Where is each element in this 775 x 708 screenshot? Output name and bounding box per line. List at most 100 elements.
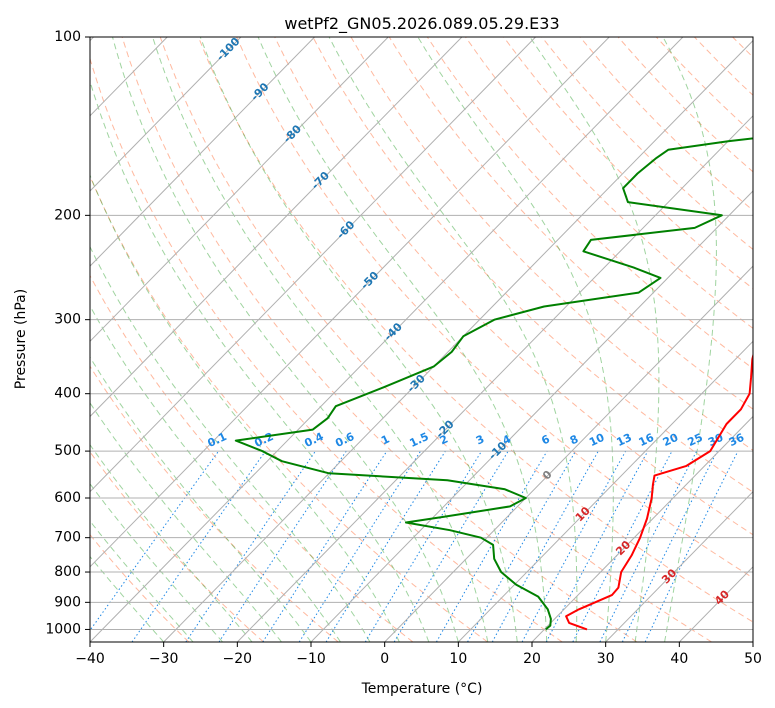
isotherm-line	[90, 37, 389, 343]
pressure-gridlines	[90, 37, 753, 630]
moist-adiabat-line	[90, 443, 253, 642]
y-tick-label: 300	[54, 312, 81, 328]
y-tick-label: 600	[54, 490, 81, 506]
dry-adiabat-line	[121, 37, 638, 642]
moist-adiabat-line	[90, 483, 223, 642]
isotherm-line	[90, 37, 463, 418]
dry-adiabat-line	[503, 37, 753, 290]
x-tick-label: 40	[670, 651, 688, 667]
dry-adiabat-line	[771, 37, 775, 642]
isotherm-line	[310, 190, 753, 642]
x-tick-label: −20	[223, 651, 253, 667]
dry-adiabat-line	[426, 37, 753, 370]
mixing-ratio-line	[545, 450, 649, 642]
moist-adiabat-line	[90, 402, 282, 642]
mixing-ratio-line	[262, 450, 388, 642]
background-lines	[90, 37, 775, 642]
mixing-ratio-label: 13	[615, 431, 634, 449]
dry-adiabat-line	[617, 37, 753, 173]
moist-adiabat-line	[529, 37, 660, 642]
moist-adiabat-line	[90, 79, 430, 642]
x-tick-label: −40	[75, 651, 105, 667]
mixing-ratio-label: 3	[474, 432, 486, 447]
mixing-ratio-line	[599, 450, 698, 642]
moist-adiabat-line	[417, 37, 614, 642]
x-axis-label: Temperature (°C)	[361, 681, 483, 697]
plot-frame	[89, 36, 754, 643]
y-tick-label: 700	[54, 530, 81, 546]
y-tick-label: 1000	[45, 621, 81, 637]
dry-adiabat-line	[694, 37, 753, 96]
dry-adiabat-line	[90, 451, 264, 642]
isotherm-line	[90, 37, 684, 642]
y-tick-label: 100	[54, 29, 81, 45]
moist-adiabat-line	[199, 37, 518, 642]
x-tick-label: 50	[744, 651, 762, 667]
moist-adiabat-line	[662, 37, 717, 642]
y-tick-label: 200	[54, 207, 81, 223]
y-tick-label: 400	[54, 386, 81, 402]
mixing-ratio-label: 25	[686, 431, 705, 449]
mixing-ratio-label: 1.5	[408, 430, 431, 450]
isotherm-line	[236, 115, 753, 642]
mixing-ratio-line	[467, 450, 577, 642]
isotherm-line	[90, 37, 610, 568]
mixing-ratio-line	[521, 450, 627, 642]
dry-adiabat-line	[90, 274, 414, 642]
mixing-ratio-label: 10	[587, 431, 607, 449]
x-tick-label: 10	[449, 651, 467, 667]
mixing-ratio-label: 36	[727, 431, 747, 449]
x-tick-label: 30	[597, 651, 615, 667]
isotherm-line	[90, 37, 536, 493]
mixing-ratio-line	[435, 450, 548, 642]
dry-adiabat-line	[312, 37, 753, 493]
mixing-ratio-label: 16	[637, 431, 657, 449]
mixing-ratio-line	[90, 450, 220, 632]
mixing-ratio-label: 0.2	[252, 430, 275, 450]
mixing-ratio-line	[131, 450, 266, 642]
mixing-ratio-line	[298, 450, 422, 642]
isotherm-line	[384, 265, 753, 642]
isotherm-line	[752, 641, 753, 642]
mixing-ratio-line	[621, 450, 718, 642]
mixing-ratio-line	[364, 450, 483, 642]
isotherm-line	[605, 490, 753, 642]
y-axis-label: Pressure (hPa)	[13, 289, 29, 389]
moist-adiabat-line	[90, 304, 341, 642]
chart-title: wetPf2_GN05.2026.089.05.29.E33	[284, 14, 559, 34]
y-tick-label: 900	[54, 594, 81, 610]
profile-series	[234, 137, 753, 631]
moist-adiabat-line	[112, 37, 459, 642]
isotherm-line	[531, 415, 753, 642]
moist-adiabat-line	[257, 37, 548, 642]
x-tick-label: −10	[296, 651, 326, 667]
x-axis: −40 −30 −20 −10 0 10 20 30 40 50	[75, 642, 762, 667]
mixing-ratio-line	[218, 450, 347, 642]
dry-adiabat-line	[90, 175, 488, 642]
moist-adiabat-line	[90, 245, 371, 642]
mixing-ratio-label: 0.6	[333, 430, 356, 450]
dry-adiabat-line	[159, 37, 712, 642]
mixing-ratio-line	[393, 450, 509, 642]
dry-adiabat-line	[236, 37, 753, 579]
dry-adiabat-line	[90, 56, 563, 642]
dry-adiabat-line	[274, 37, 753, 536]
mixing-ratio-line	[185, 450, 316, 642]
mixing-ratio-label: 6	[539, 432, 552, 447]
mixing-ratio-label: 20	[661, 431, 681, 449]
isotherm-line	[90, 37, 315, 267]
mixing-ratio-label: 1	[379, 432, 391, 447]
mixing-ratio-label: 0.4	[302, 430, 325, 450]
x-tick-label: 0	[380, 651, 389, 667]
dry-adiabat-line	[350, 37, 753, 451]
temperature-profile-line	[565, 352, 753, 631]
dry-adiabat-line	[90, 365, 339, 642]
dry-adiabat-line	[579, 37, 753, 212]
dry-adiabat-line	[197, 37, 753, 623]
x-tick-label: 20	[523, 651, 541, 667]
dry-adiabat-line	[388, 37, 753, 410]
moist-adiabat-line	[90, 173, 400, 642]
dry-adiabat-line	[732, 37, 753, 58]
